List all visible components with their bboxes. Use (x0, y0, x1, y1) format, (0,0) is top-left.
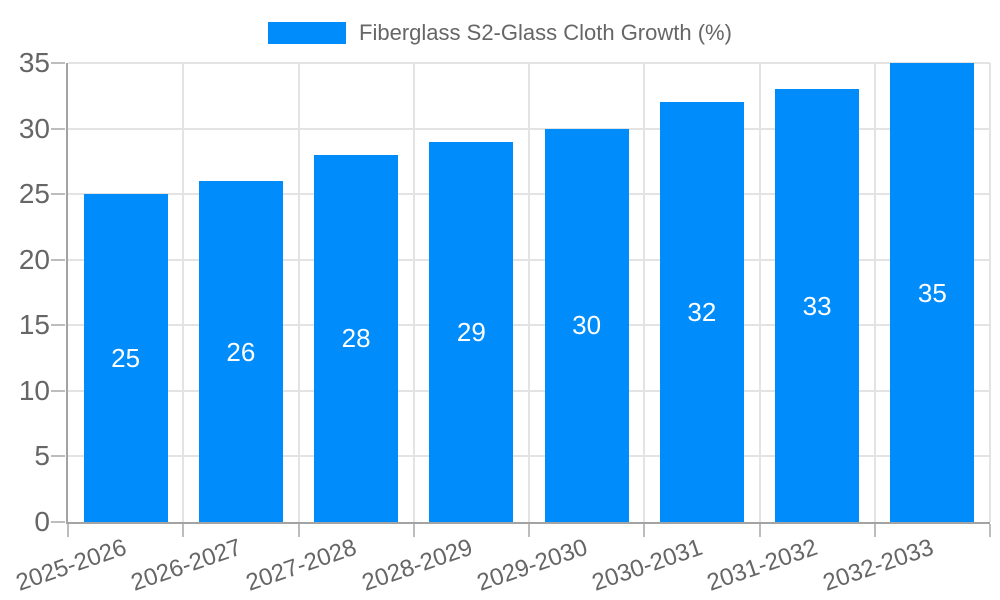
x-tick-mark (989, 524, 991, 537)
bar-value-label: 35 (917, 277, 947, 308)
x-tick-label: 2027-2028 (243, 533, 361, 597)
x-axis-line (66, 522, 990, 524)
legend-swatch (268, 22, 347, 44)
y-tick-mark (51, 258, 65, 261)
x-axis-labels: 2025-2026 2026-2027 2027-2028 2028-2029 2029… (13, 524, 990, 600)
bar[interactable]: 35 (890, 63, 975, 522)
bar-value-label: 32 (687, 297, 717, 328)
y-tick-mark (51, 389, 65, 392)
x-tick-mark (643, 524, 646, 537)
x-gridline (643, 63, 646, 522)
x-gridline (873, 63, 876, 522)
chart-legend[interactable]: Fiberglass S2-Glass Cloth Growth (%) (0, 20, 1000, 46)
x-tick-label: 2029-2030 (473, 533, 591, 597)
x-tick-label: 2032-2033 (819, 533, 937, 597)
bar[interactable]: 26 (198, 181, 283, 522)
bar-value-label: 25 (111, 343, 141, 374)
plot-area: 25 26 28 29 30 32 33 35 (51, 62, 991, 537)
x-tick-mark (67, 524, 69, 537)
x-gridline (412, 63, 415, 522)
y-axis-labels: 0 5 10 15 20 25 30 35 (0, 0, 50, 600)
bar[interactable]: 33 (775, 89, 860, 522)
y-tick-label: 5 (34, 440, 50, 472)
bar[interactable]: 28 (314, 154, 399, 522)
y-tick-label: 20 (18, 243, 50, 275)
x-gridline (758, 63, 761, 522)
x-tick-mark (873, 524, 876, 537)
y-tick-mark (51, 521, 65, 523)
legend-label: Fiberglass S2-Glass Cloth Growth (%) (359, 20, 732, 45)
y-tick-mark (51, 455, 65, 458)
y-tick-mark (51, 193, 65, 196)
y-tick-label: 15 (18, 309, 50, 341)
y-tick-label: 0 (34, 506, 50, 537)
x-gridline (528, 63, 530, 522)
bar[interactable]: 30 (544, 128, 629, 522)
x-tick-label: 2031-2032 (704, 533, 822, 597)
x-tick-label: 2026-2027 (127, 533, 246, 597)
x-tick-mark (182, 524, 185, 537)
y-tick-label: 35 (18, 47, 50, 78)
x-tick-label: 2028-2029 (358, 533, 476, 597)
bar[interactable]: 25 (83, 194, 168, 522)
x-tick-mark (528, 524, 530, 537)
bar[interactable]: 29 (429, 141, 514, 522)
x-gridline (182, 63, 185, 522)
x-tick-label: 2030-2031 (588, 533, 707, 597)
y-tick-label: 30 (18, 112, 50, 144)
bar-value-label: 28 (341, 323, 371, 354)
x-gridline (989, 63, 991, 522)
y-tick-label: 25 (18, 178, 50, 210)
y-tick-mark (51, 62, 65, 64)
y-tick-mark (51, 127, 65, 130)
bar-value-label: 29 (456, 316, 486, 347)
y-axis-line (66, 63, 68, 524)
x-tick-mark (297, 524, 300, 537)
bar-value-label: 26 (226, 336, 256, 367)
bar[interactable]: 32 (659, 102, 744, 522)
bar-value-label: 33 (802, 290, 832, 321)
y-tick-mark (51, 324, 65, 327)
y-tick-label: 10 (18, 374, 50, 406)
x-tick-mark (758, 524, 761, 537)
bar-value-label: 30 (572, 310, 602, 341)
x-tick-mark (412, 524, 415, 537)
x-gridline (297, 63, 300, 522)
